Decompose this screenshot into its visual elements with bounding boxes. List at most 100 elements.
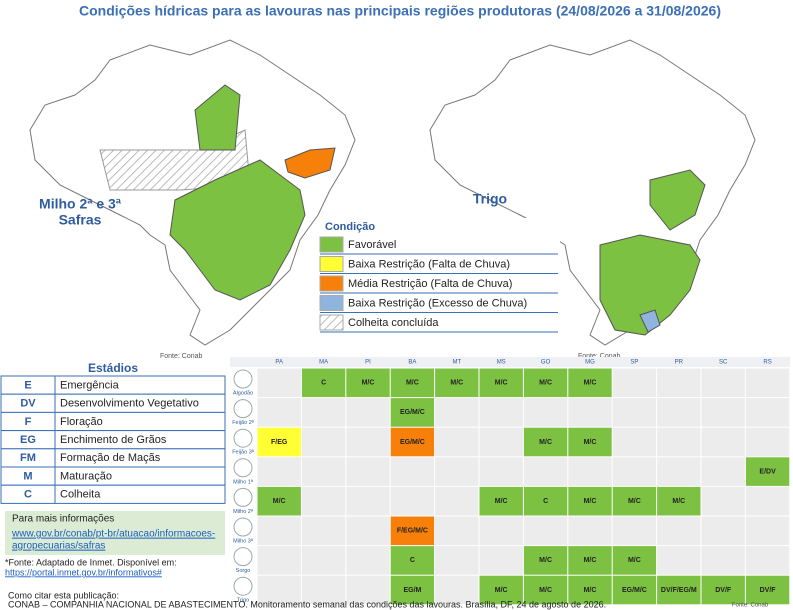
- crop-icon: [233, 547, 253, 567]
- citation-title: Como citar esta publicação:: [8, 590, 119, 600]
- legend-title: Condição: [325, 221, 375, 233]
- grid-cell: [745, 516, 790, 546]
- grid-cell: [390, 575, 435, 605]
- legend-label: Favorável: [348, 239, 396, 251]
- grid-cell: [523, 516, 568, 546]
- column-header: SP: [630, 360, 638, 366]
- grid-cell: [479, 546, 523, 575]
- grid-cell: [479, 457, 523, 486]
- column-header: GO: [541, 360, 551, 366]
- crop-label: Milho 1ª: [233, 478, 254, 485]
- grid-cell: [346, 516, 390, 546]
- cell-label: M/C: [628, 557, 641, 564]
- cell-label: M/C: [584, 439, 597, 446]
- grid-cell: [701, 398, 745, 427]
- crop-icon: [233, 458, 253, 478]
- legend: Condição Favorável Baixa Restrição (Falta …: [318, 218, 560, 336]
- map-region: [599, 234, 701, 336]
- grid-cell: [257, 516, 301, 546]
- grid-cell: [523, 368, 568, 398]
- cell-label: M/C: [539, 557, 552, 564]
- grid-cell: [745, 427, 790, 457]
- stage-code: FM: [20, 452, 36, 464]
- cell-label: E/DV: [759, 468, 776, 475]
- grid-cell: [257, 486, 301, 516]
- cell-label: M/C: [273, 498, 286, 505]
- info-link[interactable]: www.gov.br/conab/pt-br/atuacao/informaco…: [11, 529, 215, 540]
- map-region: [169, 159, 306, 301]
- cell-label: M/C: [495, 587, 508, 594]
- grid-cell: [479, 398, 523, 427]
- cell-label: EG/M: [403, 587, 421, 594]
- grid-cell: [701, 516, 745, 546]
- cell-label: M/C: [672, 498, 685, 505]
- grid-cell: [523, 427, 568, 457]
- grid-cell: [701, 427, 745, 457]
- legend-swatch: [319, 236, 344, 253]
- column-header: PI: [365, 360, 371, 366]
- stage-name: Emergência: [60, 379, 120, 391]
- cell-label: M/C: [406, 380, 419, 387]
- stage-name: Colheita: [60, 489, 101, 501]
- stage-code: C: [24, 489, 32, 501]
- grid-cell: [612, 575, 657, 605]
- grid-cell: [701, 546, 745, 575]
- grid-cell: [612, 457, 657, 486]
- grid-cell: [257, 368, 301, 398]
- grid-cell: [568, 546, 612, 575]
- stage-name: Floração: [60, 416, 103, 428]
- legend-swatch: [319, 314, 344, 331]
- crop-icon: [233, 428, 253, 448]
- crop-icon: [233, 399, 253, 419]
- legend-swatch: [319, 295, 344, 311]
- legend-box: [318, 218, 560, 336]
- cell-label: M/C: [628, 498, 641, 505]
- grid-cell: [257, 546, 301, 575]
- grid-cell: [346, 398, 390, 427]
- map-source: Fonte: Conab: [160, 353, 203, 360]
- legend-swatch: [319, 275, 344, 292]
- map-region: [284, 147, 336, 179]
- stage-name: Desenvolvimento Vegetativo: [60, 398, 199, 410]
- grid-cell: [301, 575, 346, 605]
- grid-cell: [435, 457, 479, 486]
- grid-cell: [612, 398, 657, 427]
- legend-label: Média Restrição (Falta de Chuva): [348, 278, 512, 290]
- grid-cell: [701, 575, 745, 605]
- grid-cell: [435, 546, 479, 575]
- grid-cell: [523, 457, 568, 486]
- cell-label: DV/F: [715, 587, 732, 594]
- grid-cell: [435, 427, 479, 457]
- grid-cell: [435, 516, 479, 546]
- grid-cell: [390, 398, 435, 427]
- cell-label: C: [410, 557, 415, 564]
- citation: CONAB – COMPANHIA NACIONAL DE ABASTECIME…: [8, 599, 606, 609]
- stage-code: DV: [20, 398, 36, 410]
- column-header: PR: [675, 360, 684, 366]
- grid-cell: [257, 575, 301, 605]
- cell-label: M/C: [495, 498, 508, 505]
- grid-cell: [745, 368, 790, 398]
- cell-label: F/EG: [271, 439, 288, 446]
- grid-cell: [479, 575, 523, 605]
- grid-cell: [657, 427, 701, 457]
- grid-cell: [657, 546, 701, 575]
- crop-icon: [233, 576, 253, 596]
- info-link[interactable]: agropecuarias/safras: [12, 541, 105, 552]
- grid-cell: [612, 368, 657, 398]
- cell-label: DV/F: [760, 587, 777, 594]
- crop-icon: [233, 487, 253, 507]
- grid-cell: [612, 486, 657, 516]
- cell-label: EG/M/C: [622, 587, 647, 594]
- column-header: MA: [319, 360, 328, 366]
- grid-cell: [390, 546, 435, 575]
- crop-label: Feijão 2ª: [232, 419, 255, 426]
- grid-cell: [479, 368, 523, 398]
- map-region: [194, 84, 241, 151]
- note-link[interactable]: https://portal.inmet.gov.br/informativos…: [5, 567, 162, 577]
- grid-source: Fonte: Conab: [732, 603, 769, 609]
- grid-cell: [568, 368, 612, 398]
- grid-cell: [435, 575, 479, 605]
- grid-cell: [390, 516, 435, 546]
- stages-title: Estádios: [88, 361, 138, 375]
